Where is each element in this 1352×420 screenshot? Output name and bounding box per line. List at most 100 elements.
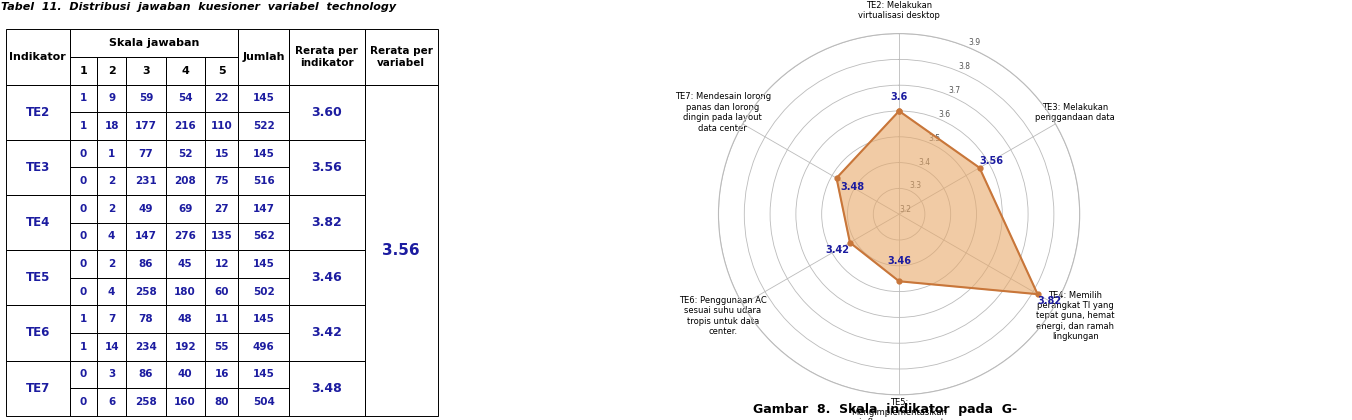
Bar xyxy=(165,57,204,84)
Text: 2: 2 xyxy=(108,204,115,214)
Text: 234: 234 xyxy=(135,342,157,352)
Bar xyxy=(204,57,238,84)
Polygon shape xyxy=(837,111,1037,294)
Text: 1: 1 xyxy=(80,342,88,352)
Bar xyxy=(165,388,204,416)
Text: 49: 49 xyxy=(139,204,153,214)
Bar xyxy=(126,388,165,416)
Text: 160: 160 xyxy=(174,397,196,407)
Text: 216: 216 xyxy=(174,121,196,131)
Bar xyxy=(204,112,238,140)
Text: 86: 86 xyxy=(139,370,153,379)
Text: 69: 69 xyxy=(178,204,192,214)
Text: 231: 231 xyxy=(135,176,157,186)
Text: 0: 0 xyxy=(80,149,88,159)
Bar xyxy=(238,84,289,112)
Text: TE4: TE4 xyxy=(26,216,50,229)
Text: 110: 110 xyxy=(211,121,233,131)
Text: 7: 7 xyxy=(108,314,115,324)
Bar xyxy=(97,140,126,168)
Text: 3.48: 3.48 xyxy=(311,382,342,395)
Bar xyxy=(365,84,438,416)
Bar xyxy=(165,278,204,305)
Text: 6: 6 xyxy=(108,397,115,407)
Bar xyxy=(204,140,238,168)
Text: 3.56: 3.56 xyxy=(311,161,342,174)
Bar xyxy=(238,333,289,361)
Text: 80: 80 xyxy=(215,397,228,407)
Text: 0: 0 xyxy=(80,176,88,186)
Text: Skala jawaban: Skala jawaban xyxy=(110,38,200,48)
Bar xyxy=(70,140,97,168)
Bar xyxy=(70,305,97,333)
Bar xyxy=(126,305,165,333)
Text: 1: 1 xyxy=(108,149,115,159)
Text: 135: 135 xyxy=(211,231,233,241)
Bar xyxy=(5,305,70,361)
Text: 504: 504 xyxy=(253,397,274,407)
Bar xyxy=(238,168,289,195)
Bar xyxy=(238,223,289,250)
Text: 18: 18 xyxy=(104,121,119,131)
Bar xyxy=(97,112,126,140)
Bar xyxy=(126,168,165,195)
Bar xyxy=(238,388,289,416)
Text: Indikator: Indikator xyxy=(9,52,66,62)
Bar xyxy=(365,29,438,84)
Text: 14: 14 xyxy=(104,342,119,352)
Text: 3.46: 3.46 xyxy=(887,256,911,265)
Text: 3.42: 3.42 xyxy=(826,245,849,255)
Bar xyxy=(70,250,97,278)
Text: 258: 258 xyxy=(135,397,157,407)
Bar xyxy=(70,278,97,305)
Text: Tabel  11.  Distribusi  jawaban  kuesioner  variabel  technology: Tabel 11. Distribusi jawaban kuesioner v… xyxy=(1,2,396,12)
Bar xyxy=(204,84,238,112)
Bar xyxy=(97,278,126,305)
Text: Rerata per
indikator: Rerata per indikator xyxy=(295,46,358,68)
Text: TE2: TE2 xyxy=(26,106,50,119)
Bar xyxy=(165,250,204,278)
Text: 2: 2 xyxy=(108,176,115,186)
Text: 4: 4 xyxy=(108,231,115,241)
Text: TE5: TE5 xyxy=(26,271,50,284)
Text: 3.56: 3.56 xyxy=(980,156,1003,165)
Text: 145: 145 xyxy=(253,370,274,379)
Text: 40: 40 xyxy=(178,370,192,379)
Bar xyxy=(238,29,289,84)
Text: 3: 3 xyxy=(108,370,115,379)
Text: 48: 48 xyxy=(178,314,192,324)
Text: 27: 27 xyxy=(215,204,228,214)
Text: 3.48: 3.48 xyxy=(840,182,864,192)
Bar xyxy=(70,388,97,416)
Text: Rerata per
variabel: Rerata per variabel xyxy=(369,46,433,68)
Text: 208: 208 xyxy=(174,176,196,186)
Bar xyxy=(238,140,289,168)
Text: 2: 2 xyxy=(108,259,115,269)
Text: 1: 1 xyxy=(80,66,88,76)
Text: 147: 147 xyxy=(135,231,157,241)
Bar xyxy=(70,168,97,195)
Bar xyxy=(5,29,70,84)
Text: 11: 11 xyxy=(215,314,228,324)
Bar xyxy=(97,57,126,84)
Text: 3.6: 3.6 xyxy=(891,92,907,102)
Bar xyxy=(126,333,165,361)
Bar xyxy=(204,250,238,278)
Text: 276: 276 xyxy=(174,231,196,241)
Bar xyxy=(165,223,204,250)
Text: 145: 145 xyxy=(253,149,274,159)
Text: Gambar  8.  Skala  indikator  pada  G-: Gambar 8. Skala indikator pada G- xyxy=(753,403,1018,416)
Bar xyxy=(97,84,126,112)
Bar xyxy=(204,388,238,416)
Bar xyxy=(204,305,238,333)
Text: 4: 4 xyxy=(108,286,115,297)
Text: 3.42: 3.42 xyxy=(311,326,342,339)
Text: 45: 45 xyxy=(178,259,192,269)
Text: 1: 1 xyxy=(80,314,88,324)
Bar xyxy=(126,195,165,223)
Text: 145: 145 xyxy=(253,259,274,269)
Bar xyxy=(165,84,204,112)
Text: 0: 0 xyxy=(80,259,88,269)
Text: 0: 0 xyxy=(80,204,88,214)
Bar xyxy=(5,195,70,250)
